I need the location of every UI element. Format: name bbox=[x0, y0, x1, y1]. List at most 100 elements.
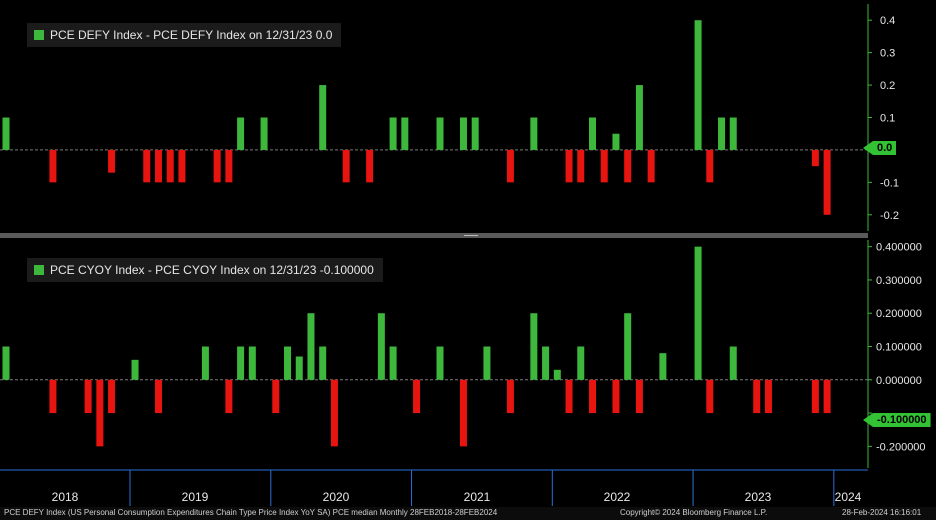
bar bbox=[108, 149, 116, 173]
legend-swatch bbox=[34, 30, 44, 40]
bar bbox=[823, 379, 831, 414]
panel-divider-handle[interactable] bbox=[0, 233, 868, 238]
bar bbox=[225, 379, 233, 414]
bar bbox=[237, 117, 245, 150]
bar bbox=[213, 149, 221, 183]
bar bbox=[811, 149, 819, 167]
bar bbox=[577, 149, 585, 183]
bar bbox=[284, 346, 292, 380]
bar bbox=[553, 369, 561, 380]
bar bbox=[659, 353, 667, 380]
bar bbox=[600, 149, 608, 183]
bar bbox=[729, 117, 737, 150]
bar bbox=[178, 149, 186, 183]
bar bbox=[624, 313, 632, 380]
x-year-label: 2018 bbox=[52, 490, 79, 504]
bar bbox=[577, 346, 585, 380]
bar bbox=[635, 85, 643, 150]
y-tick-label: 0.4 bbox=[880, 15, 895, 27]
bar bbox=[436, 117, 444, 150]
bar bbox=[542, 346, 550, 380]
bottom-panel-legend: PCE CYOY Index - PCE CYOY Index on 12/31… bbox=[27, 258, 383, 282]
bar bbox=[811, 379, 819, 414]
top-last-value-badge: 0.0 bbox=[863, 141, 897, 155]
x-year-label: 2020 bbox=[323, 490, 350, 504]
bar bbox=[706, 149, 714, 183]
bar bbox=[96, 379, 104, 447]
top-last-value-text: 0.0 bbox=[877, 142, 893, 154]
x-year-label: 2019 bbox=[182, 490, 209, 504]
bar bbox=[225, 149, 233, 183]
x-year-label: 2024 bbox=[835, 490, 862, 504]
bar bbox=[154, 149, 162, 183]
bar bbox=[237, 346, 245, 380]
bar bbox=[84, 379, 92, 414]
bar bbox=[49, 379, 57, 414]
bar bbox=[635, 379, 643, 414]
bar bbox=[694, 246, 702, 380]
bar bbox=[377, 313, 385, 380]
bar bbox=[647, 149, 655, 183]
bar bbox=[565, 379, 573, 414]
bar bbox=[624, 149, 632, 183]
y-tick-label: -0.200000 bbox=[876, 441, 926, 453]
bar bbox=[2, 117, 10, 150]
y-tick-label: 0.400000 bbox=[876, 242, 922, 254]
bar bbox=[764, 379, 772, 414]
bar bbox=[530, 313, 538, 380]
bar bbox=[694, 20, 702, 150]
bar bbox=[401, 117, 409, 150]
bar bbox=[436, 346, 444, 380]
x-year-label: 2021 bbox=[464, 490, 491, 504]
bar bbox=[612, 379, 620, 414]
bar bbox=[506, 379, 514, 414]
bar bbox=[753, 379, 761, 414]
y-tick-label: -0.2 bbox=[880, 210, 899, 222]
bar bbox=[471, 117, 479, 150]
divider-grip[interactable] bbox=[464, 235, 478, 236]
x-year-label: 2023 bbox=[745, 490, 772, 504]
bar bbox=[143, 149, 151, 183]
bar bbox=[459, 379, 467, 447]
bar bbox=[530, 117, 538, 150]
bar bbox=[589, 117, 596, 150]
footer-timestamp: 28-Feb-2024 16:16:01 bbox=[842, 508, 922, 517]
bar bbox=[718, 117, 726, 150]
bar bbox=[612, 133, 620, 150]
bar bbox=[389, 117, 397, 150]
bar bbox=[483, 346, 491, 380]
bar bbox=[49, 149, 57, 183]
bar bbox=[260, 117, 268, 150]
bar bbox=[589, 379, 596, 414]
footer-bar: PCE DEFY Index (US Personal Consumption … bbox=[0, 507, 936, 520]
bar bbox=[366, 149, 374, 183]
bar bbox=[2, 346, 10, 380]
bar bbox=[131, 359, 139, 380]
y-tick-label: 0.200000 bbox=[876, 308, 922, 320]
bar bbox=[413, 379, 421, 414]
bar bbox=[154, 379, 162, 414]
top-legend-label: PCE DEFY Index - PCE DEFY Index on 12/31… bbox=[50, 28, 333, 42]
bar bbox=[248, 346, 256, 380]
y-tick-label: 0.2 bbox=[880, 80, 895, 92]
y-tick-label: 0.3 bbox=[880, 48, 895, 60]
bar bbox=[108, 379, 116, 414]
bar bbox=[342, 149, 350, 183]
bar bbox=[307, 313, 315, 380]
y-tick-label: 0.000000 bbox=[876, 375, 922, 387]
top-panel-legend: PCE DEFY Index - PCE DEFY Index on 12/31… bbox=[27, 23, 342, 47]
x-year-label: 2022 bbox=[604, 490, 631, 504]
bottom-legend-label: PCE CYOY Index - PCE CYOY Index on 12/31… bbox=[50, 263, 374, 277]
bar bbox=[729, 346, 737, 380]
bar bbox=[166, 149, 174, 183]
bar bbox=[201, 346, 209, 380]
bar bbox=[330, 379, 338, 447]
bar bbox=[389, 346, 397, 380]
y-tick-label: 0.1 bbox=[880, 113, 895, 125]
bar bbox=[319, 85, 327, 150]
bottom-last-value-text: -0.100000 bbox=[877, 414, 927, 426]
bar bbox=[295, 356, 303, 380]
y-tick-label: 0.300000 bbox=[876, 275, 922, 287]
bar bbox=[319, 346, 327, 380]
